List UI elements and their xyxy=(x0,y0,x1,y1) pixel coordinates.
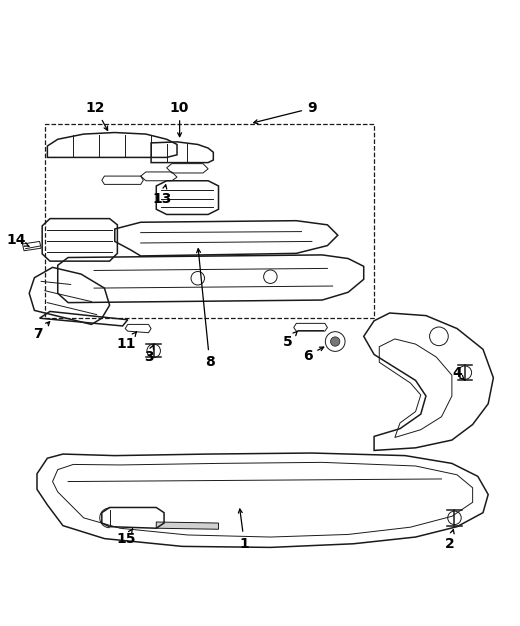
Polygon shape xyxy=(157,522,218,529)
Text: 8: 8 xyxy=(197,249,215,369)
Text: 13: 13 xyxy=(153,185,172,206)
Text: 6: 6 xyxy=(303,347,324,362)
Bar xyxy=(45,124,374,318)
Text: 4: 4 xyxy=(452,366,465,381)
Text: 5: 5 xyxy=(282,331,297,349)
Text: 3: 3 xyxy=(144,345,153,364)
Text: 11: 11 xyxy=(116,332,136,351)
Text: 12: 12 xyxy=(86,101,108,130)
Text: 10: 10 xyxy=(170,101,189,136)
Text: 7: 7 xyxy=(33,322,49,341)
Text: 1: 1 xyxy=(238,509,249,551)
Circle shape xyxy=(331,337,340,346)
Text: 15: 15 xyxy=(116,529,136,546)
Text: 2: 2 xyxy=(445,530,454,551)
Text: 14: 14 xyxy=(7,233,29,247)
Text: 9: 9 xyxy=(254,101,317,124)
